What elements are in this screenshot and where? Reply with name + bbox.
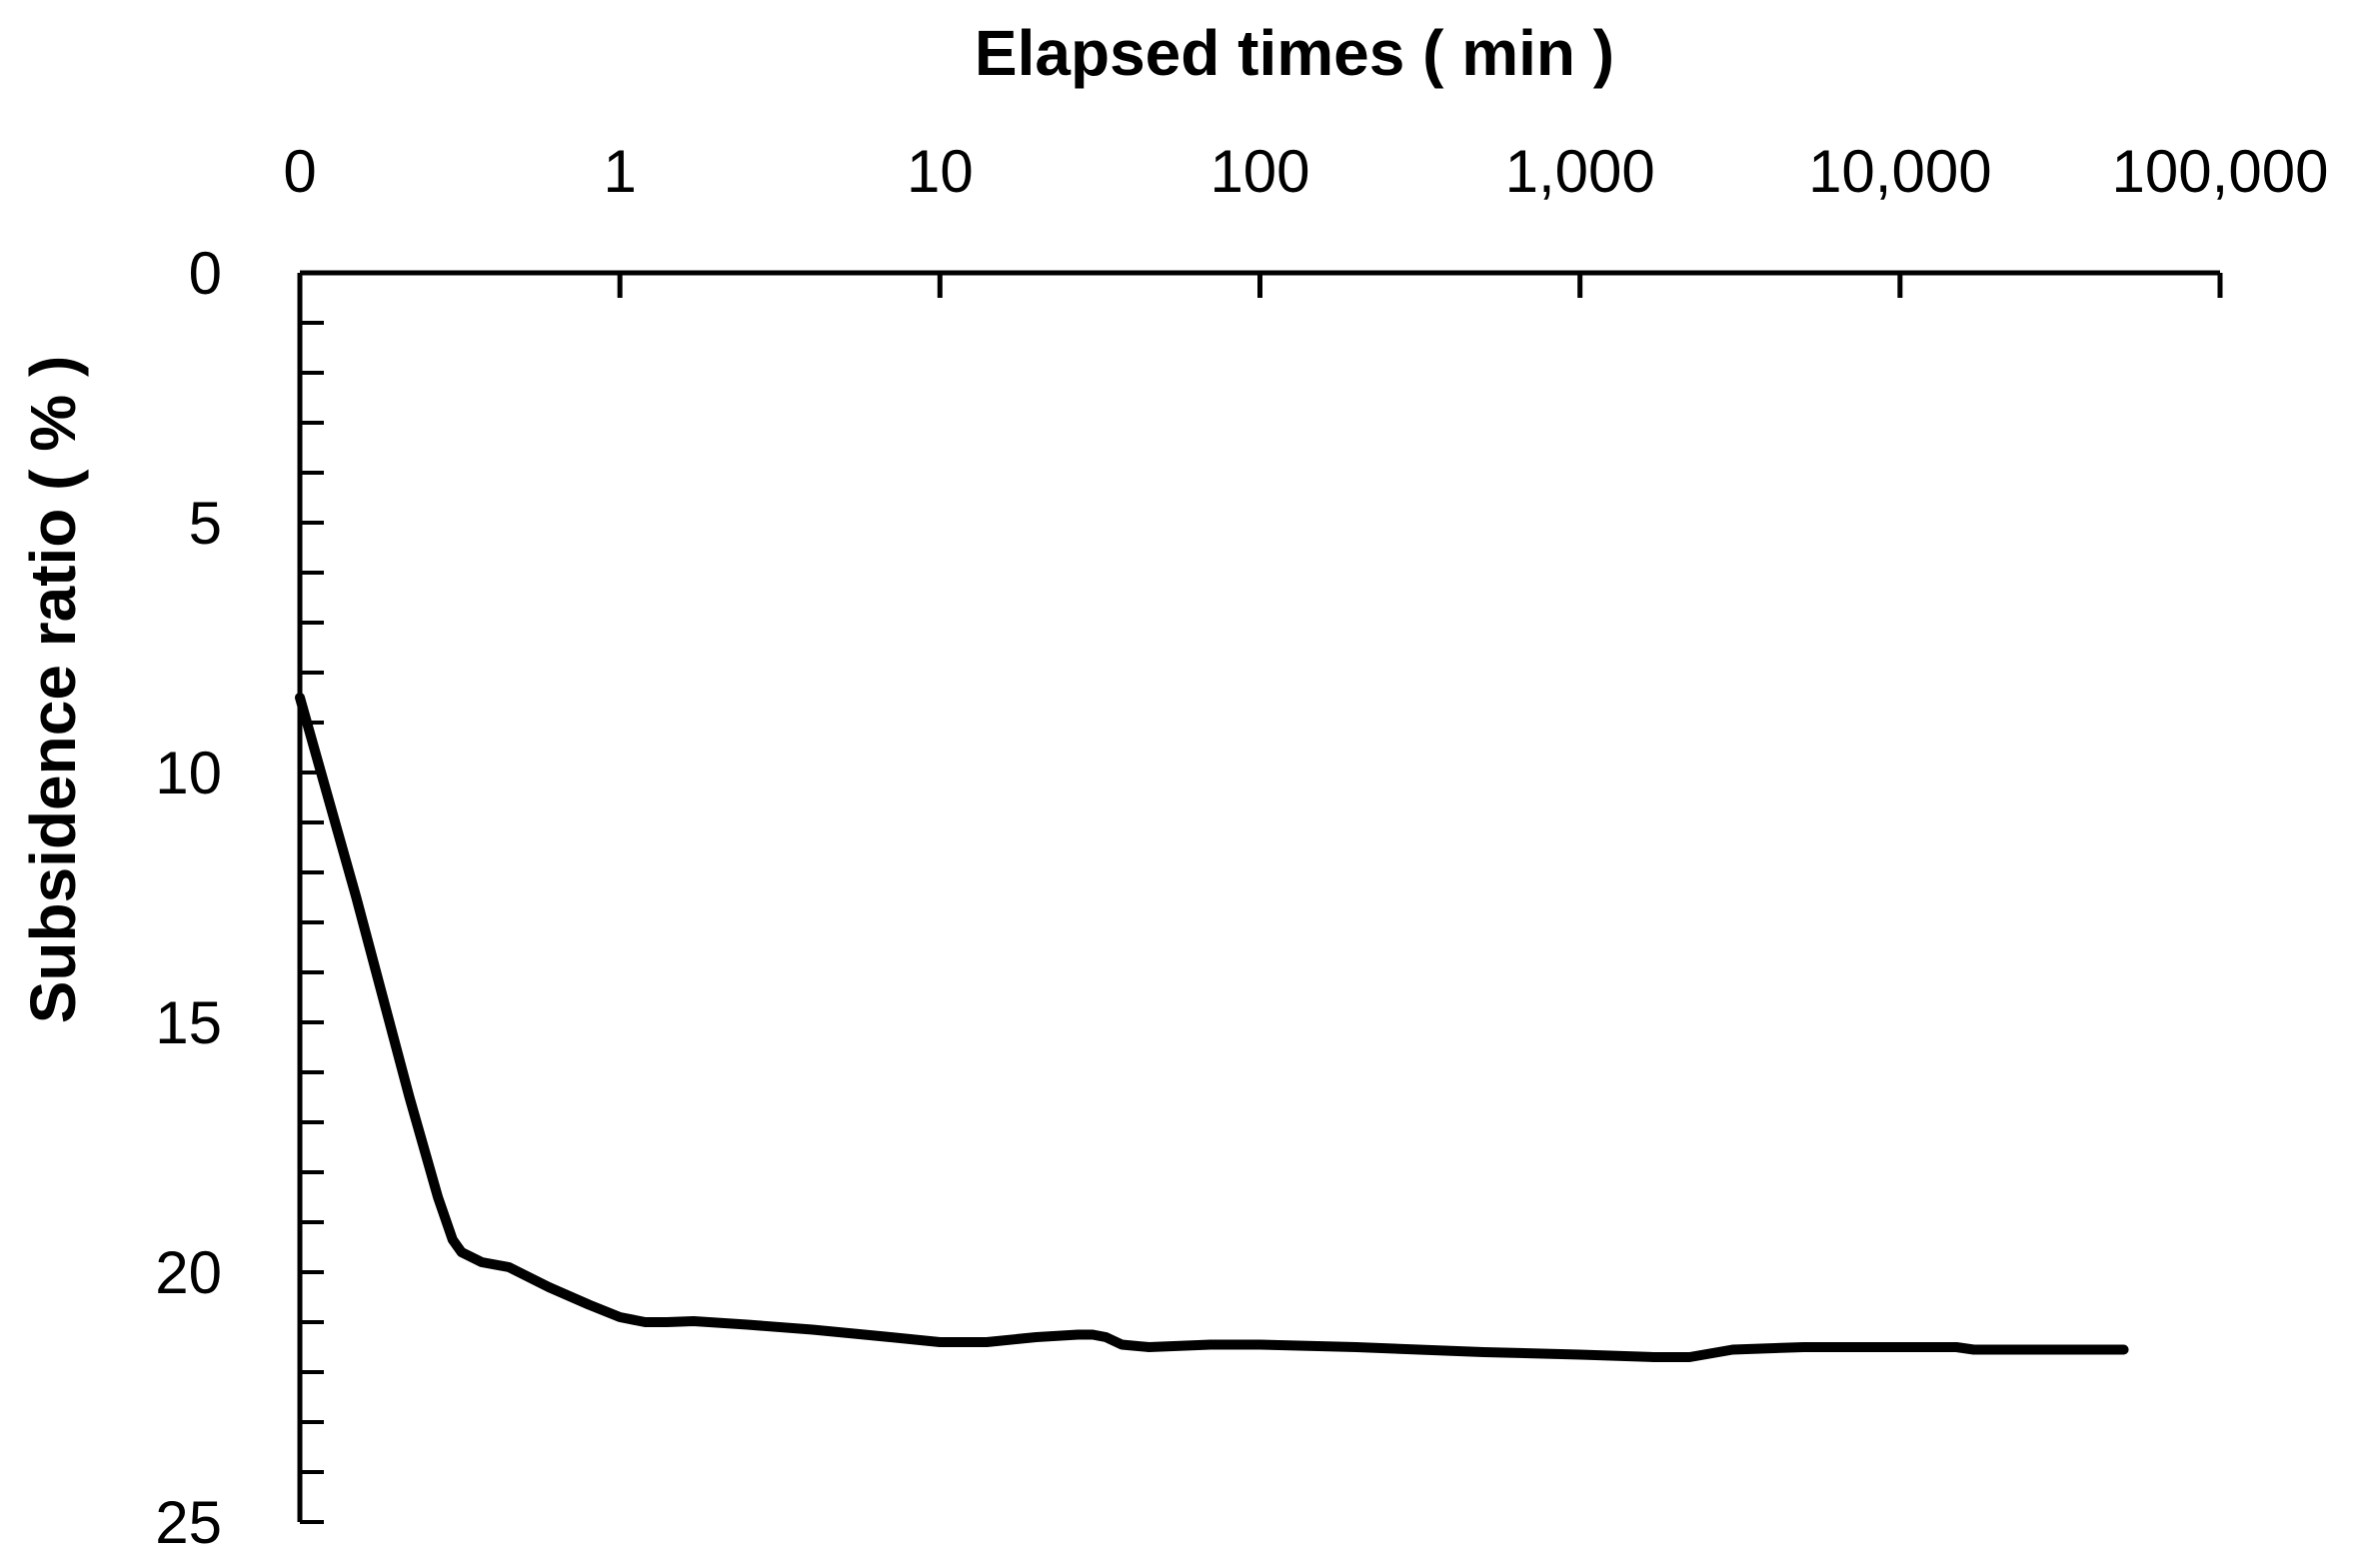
y-tick-label: 15 [155,989,222,1056]
y-tick-label: 25 [155,1489,222,1556]
y-axis-title: Subsidence ratio ( % ) [17,356,89,1024]
x-tick-label: 0 [283,138,316,205]
x-tick-label: 1 [603,138,636,205]
y-tick-label: 5 [189,490,222,557]
series-layer [295,693,2129,1362]
x-tick-label: 10,000 [1808,138,1992,205]
y-tick-label: 0 [189,240,222,307]
x-tick-label: 100,000 [2112,138,2329,205]
x-tick-label: 1,000 [1505,138,1655,205]
x-tick-label: 100 [1209,138,1309,205]
series-line [295,693,2129,1362]
x-axis-ticks: 0 1 10 100 1,000 10,000 100,000 [283,138,2328,298]
x-axis-title: Elapsed times ( min ) [975,17,1614,89]
y-tick-label: 20 [155,1239,222,1306]
y-tick-label: 10 [155,740,222,806]
x-tick-label: 10 [907,138,974,205]
